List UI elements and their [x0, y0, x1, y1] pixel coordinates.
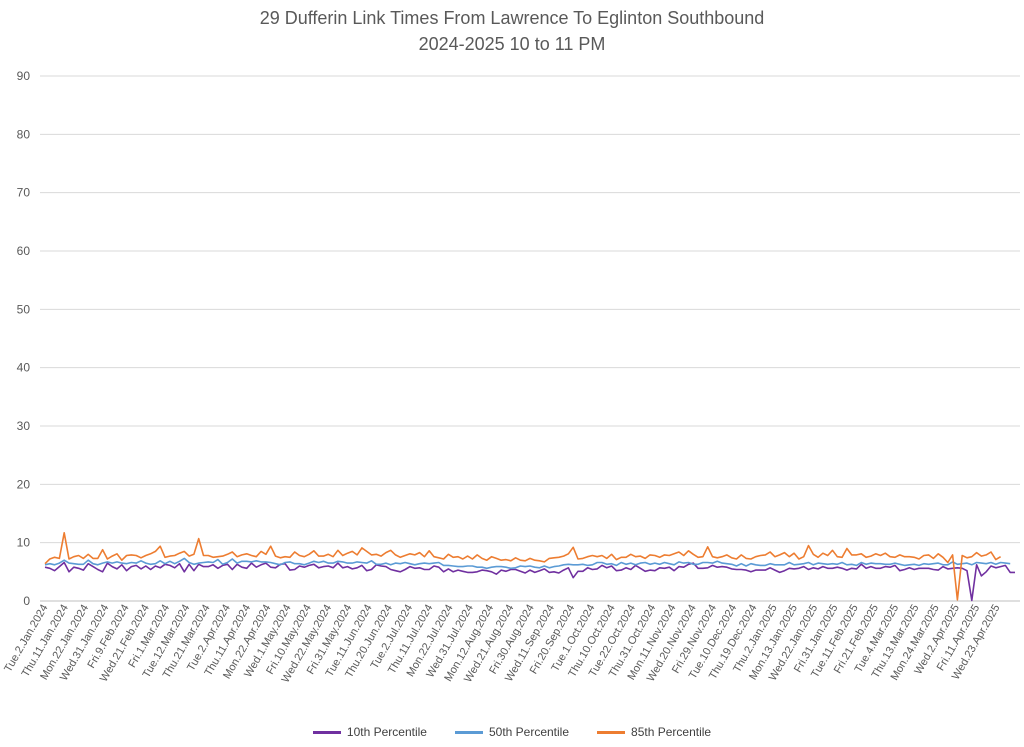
y-tick-label: 90 — [17, 69, 31, 83]
y-axis: 0 10 20 30 40 50 60 70 80 90 — [17, 69, 31, 608]
y-tick-label: 0 — [23, 594, 30, 608]
series-lines — [44, 531, 1015, 602]
series-line-10th-percentile — [44, 561, 1015, 602]
chart-title: 29 Dufferin Link Times From Lawrence To … — [259, 8, 765, 28]
y-tick-label: 40 — [17, 361, 31, 375]
series-line-50th-percentile — [44, 557, 1011, 570]
y-tick-label: 60 — [17, 244, 31, 258]
y-tick-label: 10 — [17, 536, 31, 550]
legend-item: 85th Percentile — [597, 725, 711, 739]
y-tick-label: 50 — [17, 302, 31, 316]
legend-swatch — [312, 730, 341, 734]
legend-swatch — [454, 730, 483, 734]
chart-subtitle: 2024-2025 10 to 11 PM — [418, 34, 606, 54]
legend-label: 50th Percentile — [488, 725, 570, 739]
legend-item: 50th Percentile — [454, 725, 570, 739]
legend-label: 85th Percentile — [631, 725, 712, 739]
series-line-85th-percentile — [44, 531, 1002, 601]
x-axis: Tue.2.Jan.2024Thu.11.Jan.2024Mon.22.Jan.… — [2, 602, 1002, 684]
legend-label: 10th Percentile — [346, 725, 427, 739]
y-tick-label: 30 — [17, 419, 31, 433]
y-tick-label: 20 — [17, 477, 31, 491]
legend-swatch — [597, 730, 626, 734]
legend: 10th Percentile 50th Percentile 85th Perce… — [0, 725, 1024, 739]
legend-item: 10th Percentile — [312, 725, 427, 739]
y-tick-label: 70 — [17, 186, 31, 200]
y-tick-label: 80 — [17, 127, 31, 141]
gridlines — [40, 75, 1020, 602]
